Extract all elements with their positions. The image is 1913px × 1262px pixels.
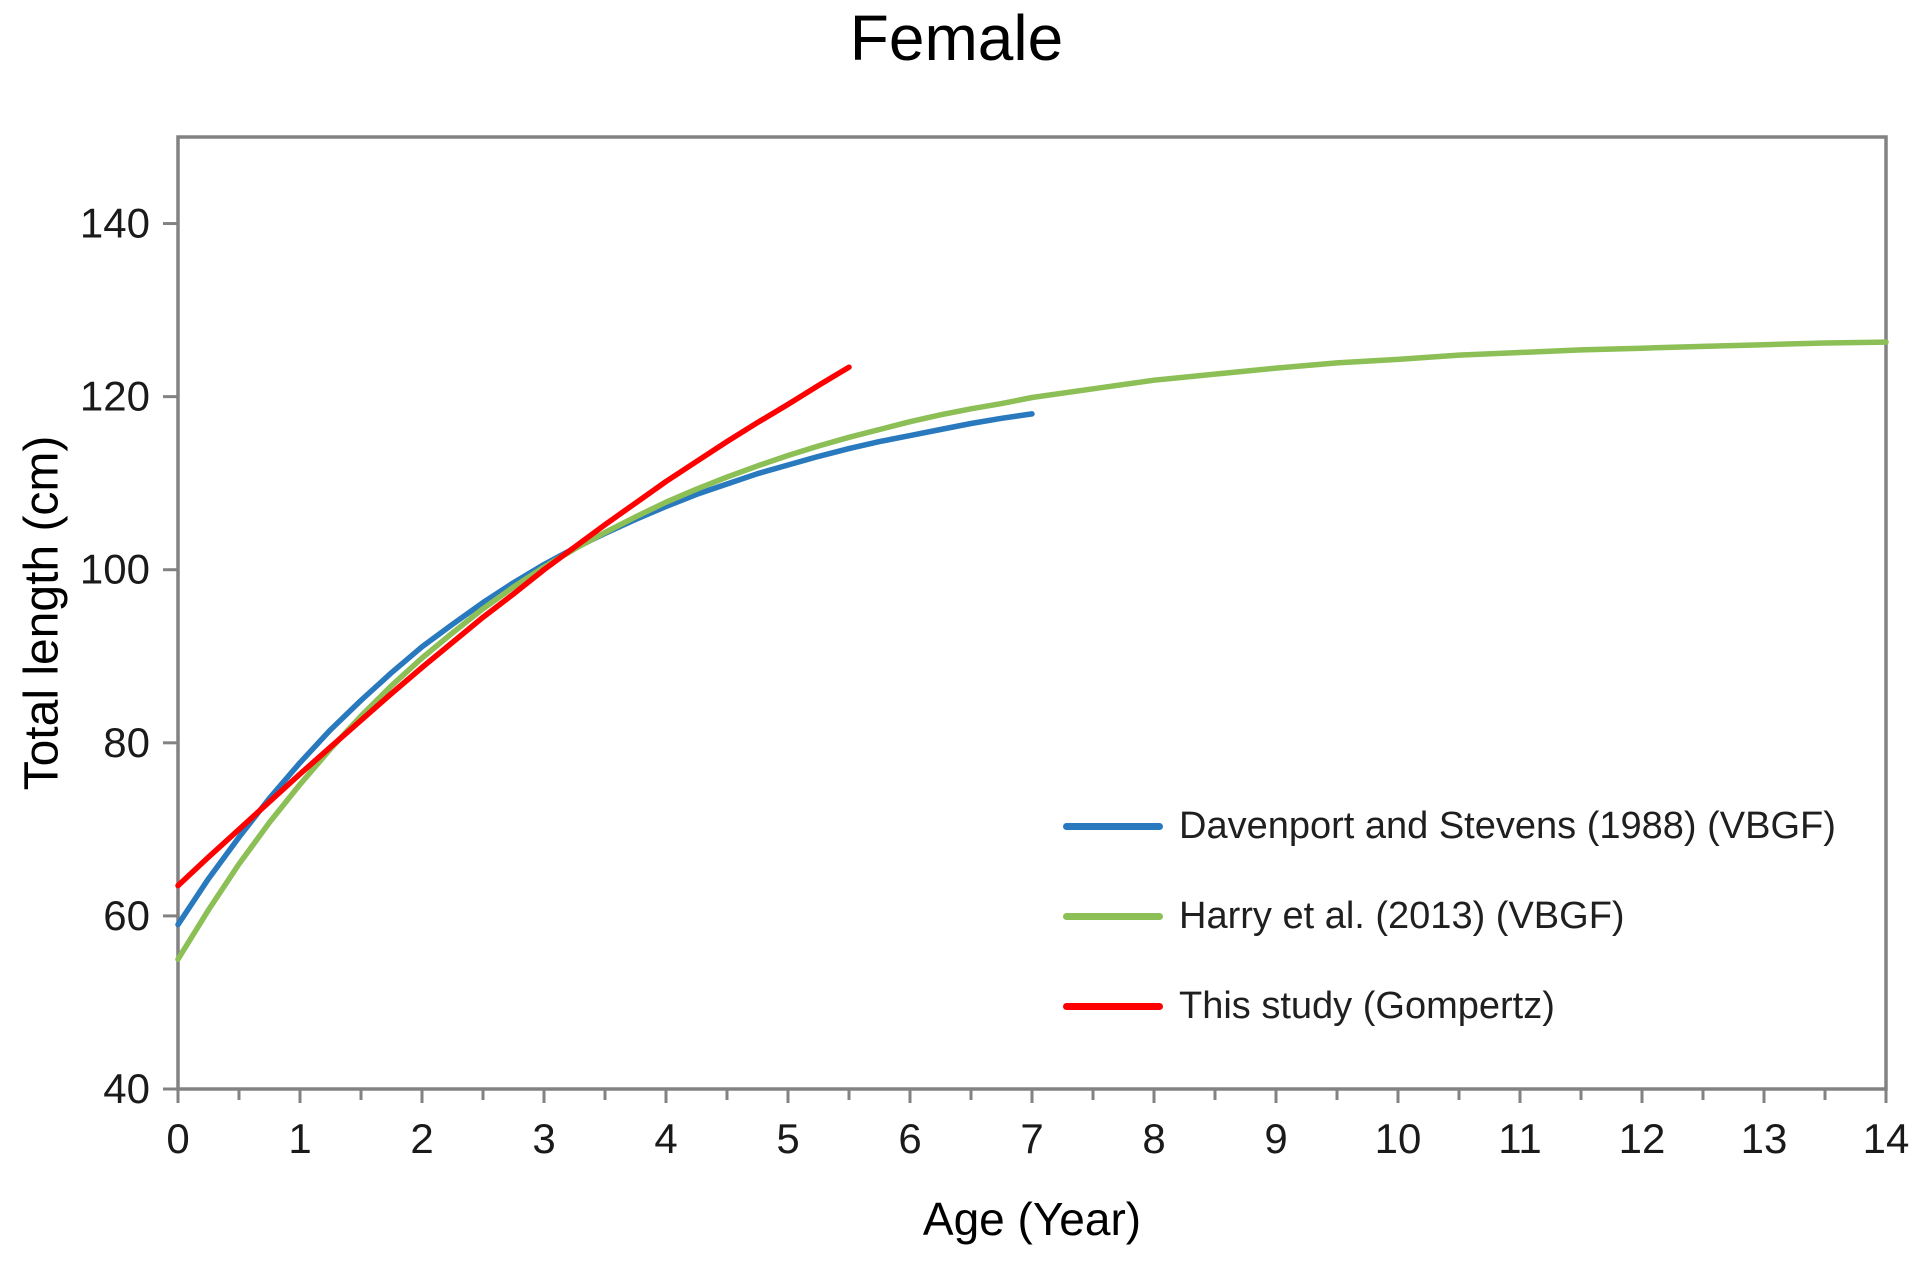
- legend-line-icon: [1063, 822, 1163, 830]
- x-tick-label: 4: [654, 1115, 677, 1162]
- x-axis-minor-ticks: [237, 1089, 1827, 1100]
- x-tick-label: 0: [166, 1115, 189, 1162]
- y-axis-title: Total length (cm): [15, 435, 69, 791]
- x-axis-title: Age (Year): [922, 1193, 1142, 1245]
- legend-label: Davenport and Stevens (1988) (VBGF): [1179, 804, 1836, 847]
- x-tick-label: 3: [532, 1115, 555, 1162]
- x-tick-label: 14: [1863, 1115, 1910, 1162]
- y-axis-ticks: 40 60 80 100 120 140: [80, 200, 178, 1112]
- legend-item: This study (Gompertz): [1063, 980, 1836, 1032]
- series-line-0: [175, 411, 1035, 928]
- y-tick-label: 60: [103, 892, 150, 939]
- chart-legend: Davenport and Stevens (1988) (VBGF) Harr…: [1063, 800, 1836, 1032]
- legend-line-icon: [1063, 1002, 1163, 1010]
- y-tick-label: 120: [80, 373, 150, 420]
- x-tick-label: 8: [1142, 1115, 1165, 1162]
- x-tick-label: 7: [1020, 1115, 1043, 1162]
- x-tick-label: 6: [898, 1115, 921, 1162]
- x-axis-ticks: 0 1 2 3 4 5 6 7 8 9 10 11 12 13 14: [166, 1089, 1909, 1162]
- chart-title: Female: [849, 2, 1064, 74]
- y-tick-label: 100: [80, 546, 150, 593]
- legend-item: Harry et al. (2013) (VBGF): [1063, 890, 1836, 942]
- x-tick-label: 9: [1264, 1115, 1287, 1162]
- series-line-2: [175, 364, 852, 889]
- legend-label: Harry et al. (2013) (VBGF): [1179, 894, 1625, 937]
- y-tick-label: 80: [103, 719, 150, 766]
- x-tick-label: 13: [1741, 1115, 1788, 1162]
- x-tick-label: 11: [1498, 1115, 1542, 1162]
- legend-line-icon: [1063, 912, 1163, 920]
- x-tick-label: 10: [1375, 1115, 1422, 1162]
- x-tick-label: 5: [776, 1115, 799, 1162]
- y-tick-label: 40: [103, 1065, 150, 1112]
- x-tick-label: 1: [288, 1115, 311, 1162]
- y-tick-label: 140: [80, 200, 150, 247]
- series-line-1: [175, 339, 1889, 962]
- x-tick-label: 12: [1619, 1115, 1666, 1162]
- legend-item: Davenport and Stevens (1988) (VBGF): [1063, 800, 1836, 852]
- x-tick-label: 2: [410, 1115, 433, 1162]
- legend-label: This study (Gompertz): [1179, 984, 1555, 1027]
